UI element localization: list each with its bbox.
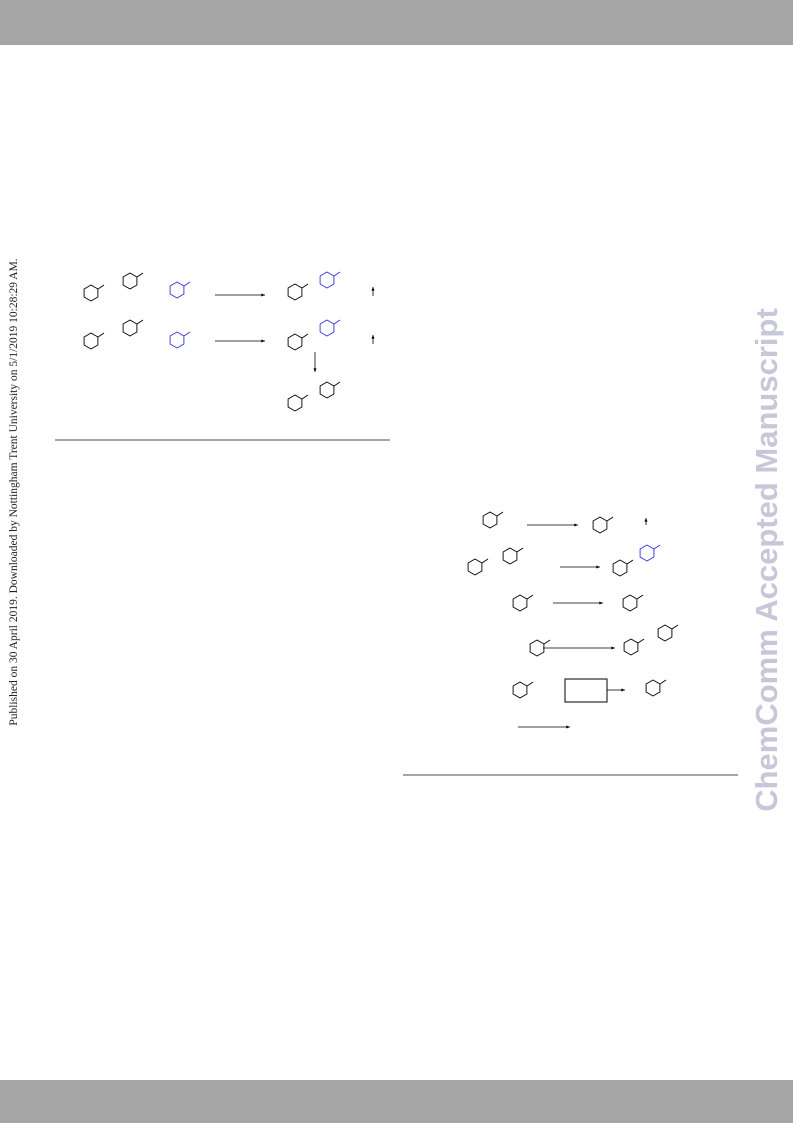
- ring: [287, 333, 303, 351]
- ring: [319, 381, 335, 399]
- arrow-head: [566, 725, 570, 729]
- arrow-head: [644, 518, 648, 522]
- bond: [97, 284, 105, 290]
- bond: [496, 511, 504, 517]
- scheme-box: [564, 678, 608, 703]
- ring: [623, 638, 639, 656]
- ring: [319, 319, 335, 337]
- bond: [606, 516, 614, 522]
- bond: [526, 594, 534, 600]
- arrow-head: [371, 287, 375, 291]
- bond: [481, 558, 489, 564]
- ring: [122, 272, 138, 290]
- arrow-head: [621, 688, 625, 692]
- arrow-head: [599, 601, 603, 605]
- arrow-head: [313, 368, 317, 372]
- schemes: [83, 271, 679, 729]
- bond: [301, 394, 309, 400]
- bond: [136, 272, 144, 278]
- ring: [467, 558, 483, 576]
- bond: [637, 638, 645, 644]
- ring: [287, 394, 303, 412]
- arrow-head: [261, 339, 265, 343]
- bond: [301, 333, 309, 339]
- ring: [529, 639, 545, 657]
- bond: [526, 681, 534, 687]
- arrow-head: [371, 335, 375, 339]
- download-notice: Published on 30 April 2019. Downloaded b…: [8, 258, 20, 725]
- ring: [169, 281, 185, 299]
- bond: [659, 679, 667, 685]
- ring: [592, 516, 608, 534]
- ring: [319, 271, 335, 289]
- watermark: ChemComm Accepted Manuscript: [749, 308, 784, 812]
- bond: [626, 559, 634, 565]
- arrow-head: [261, 293, 265, 297]
- ring: [502, 547, 518, 565]
- bond: [183, 281, 191, 287]
- ring: [122, 319, 138, 337]
- ring: [287, 283, 303, 301]
- ring: [482, 511, 498, 529]
- bond: [653, 544, 661, 550]
- arrow-head: [596, 565, 600, 569]
- bond: [333, 271, 341, 277]
- ring: [83, 284, 99, 302]
- header-bar: [0, 0, 793, 45]
- ring: [512, 594, 528, 612]
- bond: [183, 331, 191, 337]
- ring: [639, 544, 655, 562]
- bond: [543, 639, 551, 645]
- bond: [333, 381, 341, 387]
- ring: [83, 332, 99, 350]
- ring: [612, 559, 628, 577]
- bond: [333, 319, 341, 325]
- ring: [645, 679, 661, 697]
- bond: [136, 319, 144, 325]
- ring: [169, 331, 185, 349]
- bond: [97, 332, 105, 338]
- bond: [516, 547, 524, 553]
- arrow-head: [611, 646, 615, 650]
- bond: [636, 594, 644, 600]
- ring: [512, 681, 528, 699]
- arrow-head: [574, 523, 578, 527]
- footer-bar: [0, 1080, 793, 1123]
- bond: [301, 283, 309, 289]
- ring: [657, 624, 673, 642]
- bond: [671, 624, 679, 630]
- ring: [622, 594, 638, 612]
